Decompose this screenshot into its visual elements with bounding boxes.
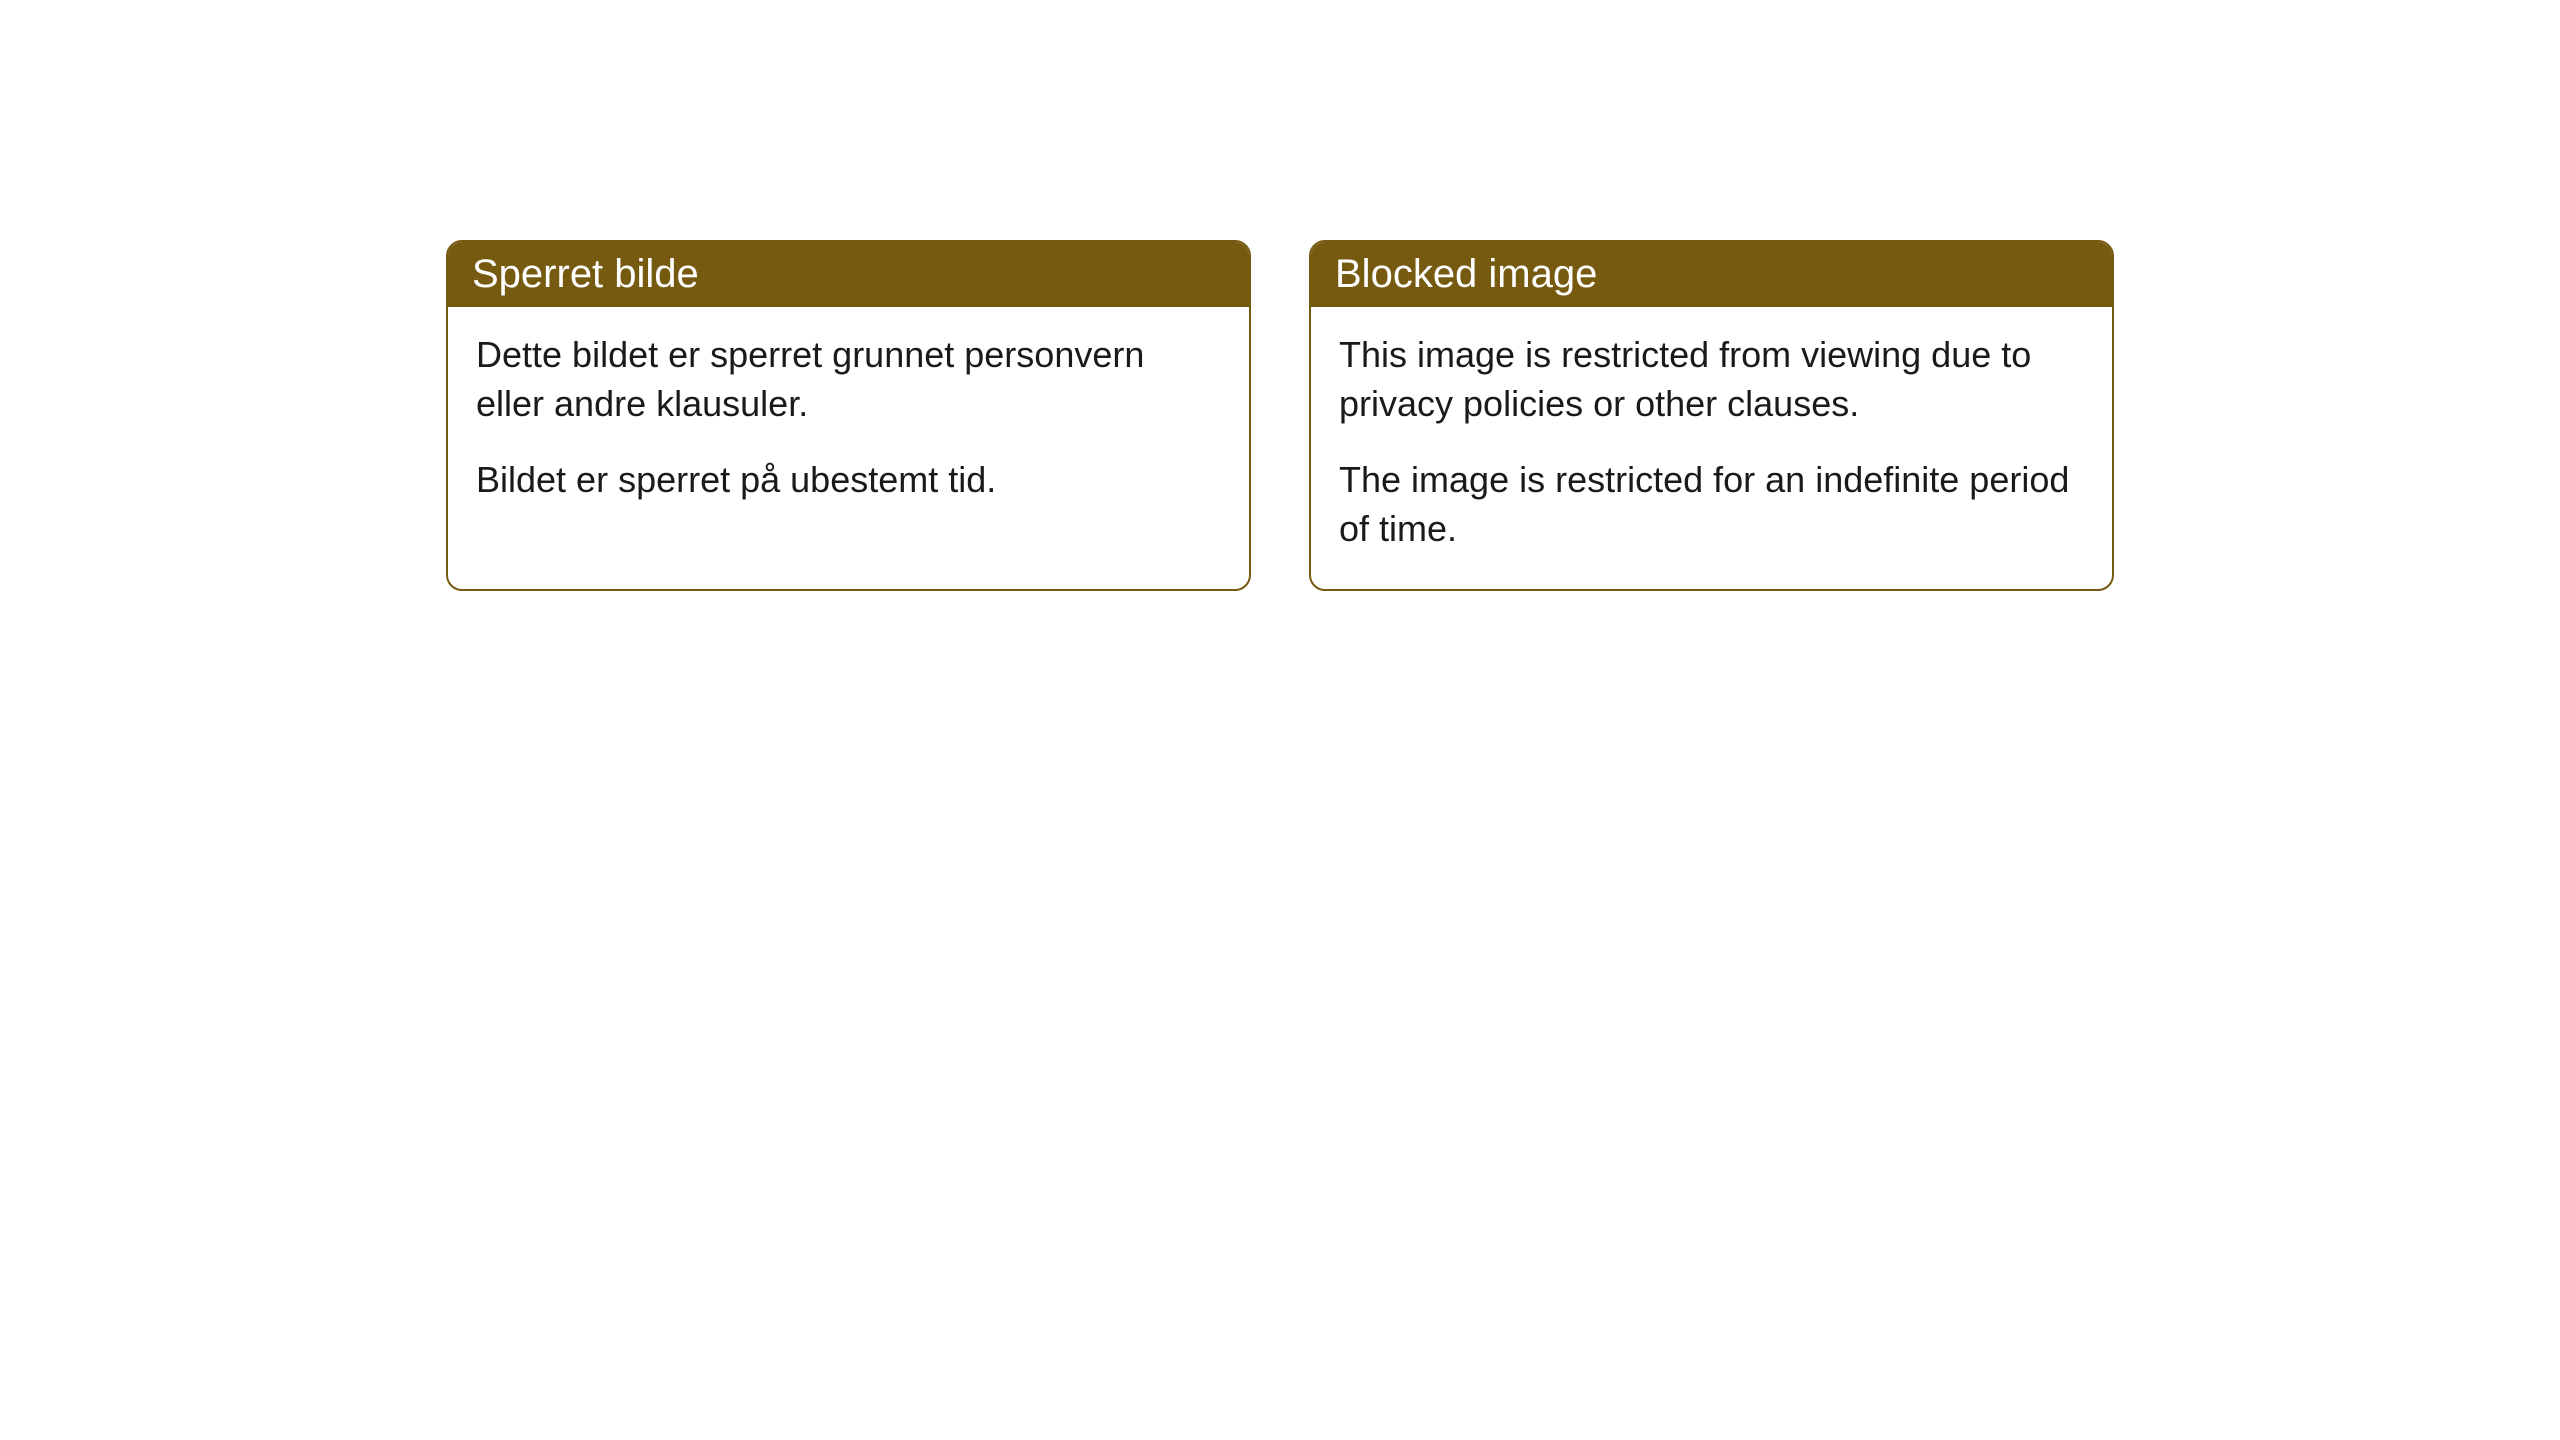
card-header-no: Sperret bilde (448, 242, 1249, 307)
blocked-image-card-no: Sperret bilde Dette bildet er sperret gr… (446, 240, 1251, 591)
card-title-en: Blocked image (1335, 252, 1597, 296)
card-body-no: Dette bildet er sperret grunnet personve… (448, 307, 1249, 541)
card-title-no: Sperret bilde (472, 252, 699, 296)
card-paragraph-2-no: Bildet er sperret på ubestemt tid. (476, 456, 1221, 505)
card-body-en: This image is restricted from viewing du… (1311, 307, 2112, 589)
card-paragraph-1-en: This image is restricted from viewing du… (1339, 331, 2084, 428)
card-header-en: Blocked image (1311, 242, 2112, 307)
card-paragraph-1-no: Dette bildet er sperret grunnet personve… (476, 331, 1221, 428)
notice-cards-container: Sperret bilde Dette bildet er sperret gr… (446, 240, 2114, 591)
card-paragraph-2-en: The image is restricted for an indefinit… (1339, 456, 2084, 553)
blocked-image-card-en: Blocked image This image is restricted f… (1309, 240, 2114, 591)
